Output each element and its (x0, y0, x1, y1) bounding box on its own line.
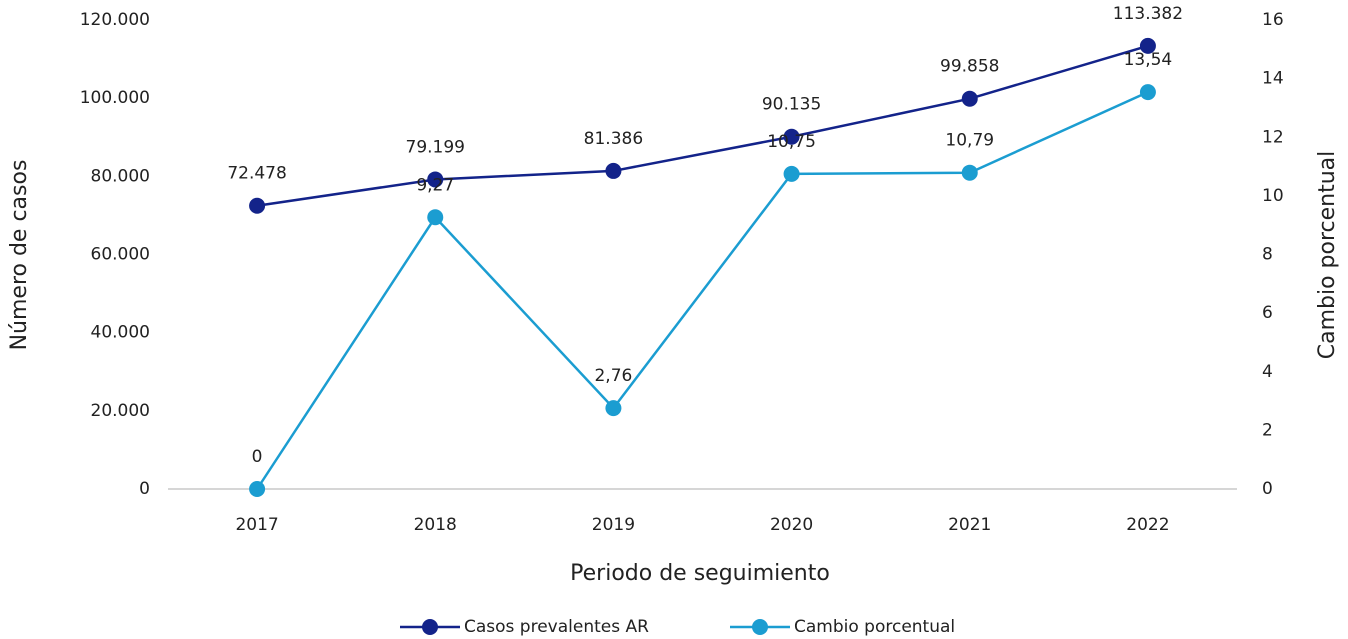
y2-tick-label: 12 (1262, 127, 1284, 147)
data-label: 13,54 (1124, 50, 1173, 70)
series-line (256, 44, 1149, 207)
y-tick-label: 100.000 (80, 88, 150, 108)
series-marker (605, 162, 622, 179)
series-line (256, 90, 1149, 490)
data-label: 0 (252, 447, 263, 467)
series-marker (783, 165, 800, 182)
y2-tick-label: 8 (1262, 245, 1273, 265)
data-label: 90.135 (762, 95, 821, 115)
y-tick-label: 0 (139, 479, 150, 499)
data-label: 2,76 (594, 366, 632, 386)
y2-tick-label: 6 (1262, 303, 1273, 323)
x-tick-label: 2018 (414, 515, 457, 535)
y2-tick-label: 2 (1262, 420, 1273, 440)
legend-label: Cambio porcentual (794, 617, 955, 637)
x-tick-label: 2019 (592, 515, 635, 535)
legend-swatch-marker (752, 619, 768, 635)
legend-swatch-marker (422, 619, 438, 635)
series-marker (249, 481, 266, 497)
x-tick-label: 2020 (770, 515, 813, 535)
data-label: 79.199 (406, 137, 465, 157)
data-label: 72.478 (227, 164, 286, 184)
y-tick-label: 20.000 (91, 401, 150, 421)
y-tick-label: 40.000 (91, 323, 150, 343)
y-tick-label: 60.000 (91, 245, 150, 265)
y2-tick-label: 0 (1262, 479, 1273, 499)
data-label: 81.386 (584, 129, 643, 149)
data-label: 99.858 (940, 57, 999, 77)
y2-tick-label: 10 (1262, 186, 1284, 206)
y2-tick-label: 16 (1262, 10, 1284, 30)
data-label: 10,75 (767, 132, 816, 152)
series-marker (961, 90, 978, 107)
data-label: 10,79 (945, 131, 994, 151)
series-marker (427, 171, 444, 188)
y2-axis-title: Cambio porcentual (1315, 151, 1340, 360)
y-tick-label: 120.000 (80, 10, 150, 30)
data-label: 9,27 (416, 175, 454, 195)
x-tick-label: 2021 (948, 515, 991, 535)
legend-label: Casos prevalentes AR (464, 617, 649, 637)
data-label: 113.382 (1113, 4, 1183, 24)
y2-tick-label: 14 (1262, 69, 1284, 89)
series-marker (961, 164, 978, 181)
x-tick-label: 2017 (235, 515, 278, 535)
series-marker (249, 197, 266, 214)
y-tick-label: 80.000 (91, 166, 150, 186)
series-marker (605, 400, 622, 417)
x-tick-label: 2022 (1126, 515, 1169, 535)
series-marker (783, 128, 800, 145)
x-axis-title: Periodo de seguimiento (570, 561, 830, 586)
y2-tick-label: 4 (1262, 362, 1273, 382)
series-marker (1139, 37, 1156, 54)
series-marker (1139, 84, 1156, 101)
series-marker (427, 209, 444, 226)
y-axis-title: Número de casos (7, 160, 32, 351)
